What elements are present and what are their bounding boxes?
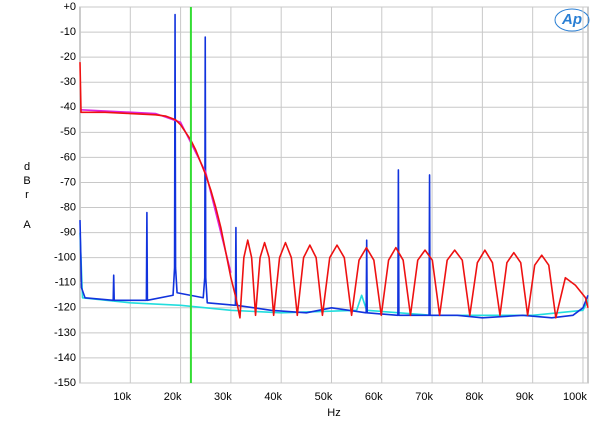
series-line [79, 232, 589, 317]
y-tick-label: -10 [60, 26, 76, 38]
y-tick-label: -60 [60, 151, 76, 163]
x-axis-label: Hz [327, 407, 340, 419]
y-tick-label: -120 [54, 302, 76, 314]
y-tick-label: -80 [60, 201, 76, 213]
y-tick-label: -40 [60, 101, 76, 113]
x-tick-label: 10k [113, 391, 131, 403]
x-tick-label: 90k [516, 391, 534, 403]
y-tick-label: +0 [63, 1, 76, 13]
y-tick-label: -100 [54, 252, 76, 264]
y-tick-label: -70 [60, 176, 76, 188]
y-tick-label: -20 [60, 51, 76, 63]
x-tick-label: 30k [214, 391, 232, 403]
plot-area [79, 6, 589, 384]
logo: Ap [561, 11, 582, 28]
y-tick-label: -90 [60, 227, 76, 239]
y-tick-label: -50 [60, 126, 76, 138]
x-tick-label: 80k [466, 391, 484, 403]
y-tick-label: -130 [54, 327, 76, 339]
y-tick-label: -140 [54, 352, 76, 364]
y-tick-label: -30 [60, 76, 76, 88]
x-tick-label: 100k [563, 391, 587, 403]
x-tick-label: 20k [164, 391, 182, 403]
x-tick-label: 50k [315, 391, 333, 403]
x-tick-label: 60k [365, 391, 383, 403]
x-tick-label: 70k [415, 391, 433, 403]
y-axis-unit: A [23, 219, 31, 231]
y-tick-label: -110 [55, 277, 76, 289]
series-line [79, 62, 589, 319]
y-tick-label: -150 [54, 377, 76, 389]
logo-ring [554, 8, 590, 32]
x-tick-label: 40k [264, 391, 282, 403]
series-line [80, 108, 232, 273]
